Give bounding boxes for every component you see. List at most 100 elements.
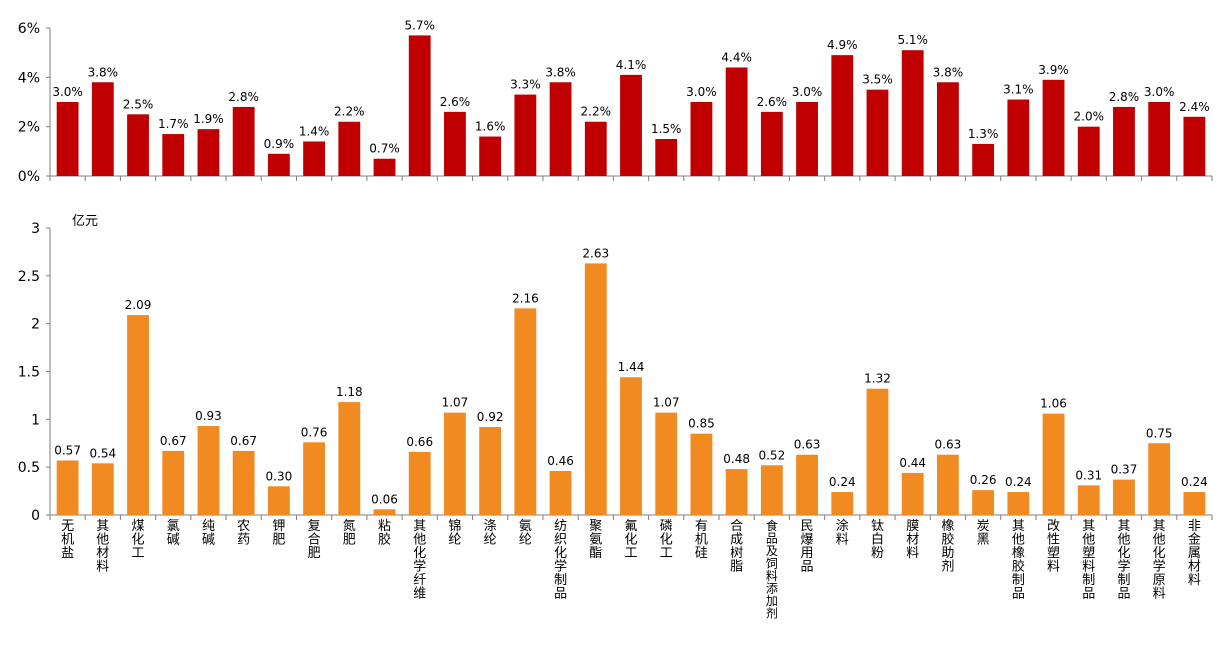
- top-bar: [444, 111, 466, 176]
- x-category-label: 氨纶: [519, 519, 532, 548]
- bottom-bar: [1113, 479, 1135, 515]
- bottom-data-label: 1.07: [442, 396, 469, 410]
- bottom-y-tick-label: 2.5: [18, 269, 40, 285]
- bottom-y-tick-label: 1.5: [18, 365, 40, 381]
- top-data-label: 0.9%: [264, 137, 295, 151]
- bottom-bar: [866, 388, 889, 515]
- top-data-label: 3.8%: [933, 65, 964, 79]
- top-data-label: 3.9%: [1038, 63, 1069, 77]
- top-bar: [549, 82, 572, 176]
- bottom-bar: [760, 465, 783, 515]
- top-data-label: 1.4%: [299, 124, 330, 138]
- bottom-bar: [584, 263, 607, 515]
- bottom-data-label: 0.31: [1075, 468, 1102, 482]
- bottom-data-label: 0.24: [829, 475, 856, 489]
- x-category-label: 涂料: [836, 518, 849, 548]
- top-data-label: 4.1%: [616, 58, 647, 72]
- top-bar: [56, 102, 79, 176]
- top-bar: [655, 139, 678, 176]
- bottom-bar: [796, 454, 818, 515]
- top-data-label: 4.4%: [721, 50, 752, 64]
- x-category-label: 炭黑: [977, 519, 990, 548]
- bottom-y-tick-label: 2: [31, 317, 40, 333]
- bottom-data-label: 0.76: [301, 425, 328, 439]
- bottom-bar: [620, 377, 642, 515]
- top-bar: [690, 102, 713, 176]
- bottom-bar: [901, 472, 924, 515]
- bottom-data-label: 1.07: [653, 396, 680, 410]
- top-bar: [936, 82, 959, 176]
- x-category-label: 无机盐: [61, 519, 74, 561]
- top-data-label: 2.2%: [334, 105, 365, 119]
- bottom-data-label: 0.26: [970, 473, 997, 487]
- x-category-label: 食品及饲料添加剂: [766, 518, 778, 621]
- top-data-label: 2.6%: [440, 95, 471, 109]
- bottom-bar: [56, 460, 79, 515]
- top-bar: [303, 141, 326, 176]
- x-category-label: 橡胶助剂: [941, 519, 954, 575]
- bottom-data-label: 0.24: [1005, 475, 1032, 489]
- top-bar: [373, 158, 396, 176]
- top-bar: [584, 121, 607, 176]
- top-data-label: 1.7%: [158, 117, 189, 131]
- top-bar: [725, 67, 748, 176]
- top-data-label: 1.3%: [968, 127, 999, 141]
- top-data-label: 2.6%: [757, 95, 788, 109]
- top-bar-chart: 0% 2% 4% 6% 3.0% 3.8% 2.5% 1.7% 1.9% 2.8% 0.9% 1.4%…: [18, 18, 1213, 185]
- x-category-label: 钾肥: [272, 519, 285, 548]
- bottom-data-label: 0.67: [230, 434, 257, 448]
- x-category-label: 其他化学制品: [1117, 519, 1130, 602]
- top-bar: [760, 111, 783, 176]
- x-category-label: 其他塑料制品: [1082, 519, 1095, 602]
- top-data-label: 4.9%: [827, 38, 858, 52]
- top-data-label: 2.2%: [581, 105, 612, 119]
- bottom-bar: [127, 315, 149, 515]
- x-category-label: 粘胶: [378, 519, 391, 548]
- bottom-bar-chart: 0 0.5 1 1.5 2 2.5 3 0.57 0.54 2.09 0.67 0.93 0.67 0.3…: [18, 214, 1213, 621]
- top-data-label: 5.1%: [897, 33, 928, 47]
- bottom-bar: [408, 451, 431, 515]
- bottom-data-label: 0.66: [406, 435, 433, 449]
- x-category-label: 煤化工: [132, 519, 145, 561]
- bottom-bar: [690, 433, 713, 515]
- top-bar: [831, 55, 854, 177]
- top-data-label: 3.0%: [686, 85, 717, 99]
- top-bar: [1113, 106, 1135, 176]
- x-category-label: 磷化工: [660, 519, 673, 561]
- top-bar: [162, 134, 185, 176]
- x-category-label: 氮肥: [343, 519, 356, 548]
- bottom-data-label: 0.44: [899, 456, 926, 470]
- x-category-label: 氯碱: [167, 519, 180, 548]
- top-data-label: 3.0%: [52, 85, 83, 99]
- bottom-bar: [232, 450, 255, 515]
- bottom-bar: [197, 426, 220, 515]
- top-data-label: 2.8%: [1109, 90, 1140, 104]
- top-data-label: 1.6%: [475, 120, 506, 134]
- bottom-data-label: 0.54: [89, 446, 116, 460]
- bottom-bar: [1077, 485, 1100, 515]
- bottom-data-label: 0.93: [195, 409, 222, 423]
- bottom-bar: [831, 492, 854, 515]
- bottom-data-label: 0.63: [794, 438, 821, 452]
- x-category-label: 合成树脂: [730, 519, 743, 575]
- top-y-tick-label: 4%: [18, 70, 40, 86]
- bottom-bar: [655, 412, 678, 515]
- bottom-bar: [373, 509, 396, 515]
- bottom-bar: [338, 402, 361, 515]
- x-category-label: 聚氨酯: [589, 519, 602, 561]
- bottom-data-label: 0.85: [688, 417, 715, 431]
- top-data-label: 2.5%: [123, 97, 154, 111]
- bottom-data-label: 1.32: [864, 372, 891, 386]
- bottom-bar: [936, 454, 959, 515]
- bottom-y-tick-label: 3: [31, 221, 40, 237]
- top-bar: [91, 82, 114, 176]
- top-data-label: 1.5%: [651, 122, 682, 136]
- top-data-label: 2.8%: [228, 90, 259, 104]
- top-bar: [972, 143, 995, 176]
- top-y-tick-label: 0%: [18, 169, 40, 185]
- top-data-label: 1.9%: [193, 112, 224, 126]
- x-category-label: 有机硅: [695, 519, 708, 561]
- x-category-label: 其他化学原料: [1153, 519, 1166, 602]
- bottom-bar: [444, 412, 466, 515]
- top-bar: [796, 102, 818, 176]
